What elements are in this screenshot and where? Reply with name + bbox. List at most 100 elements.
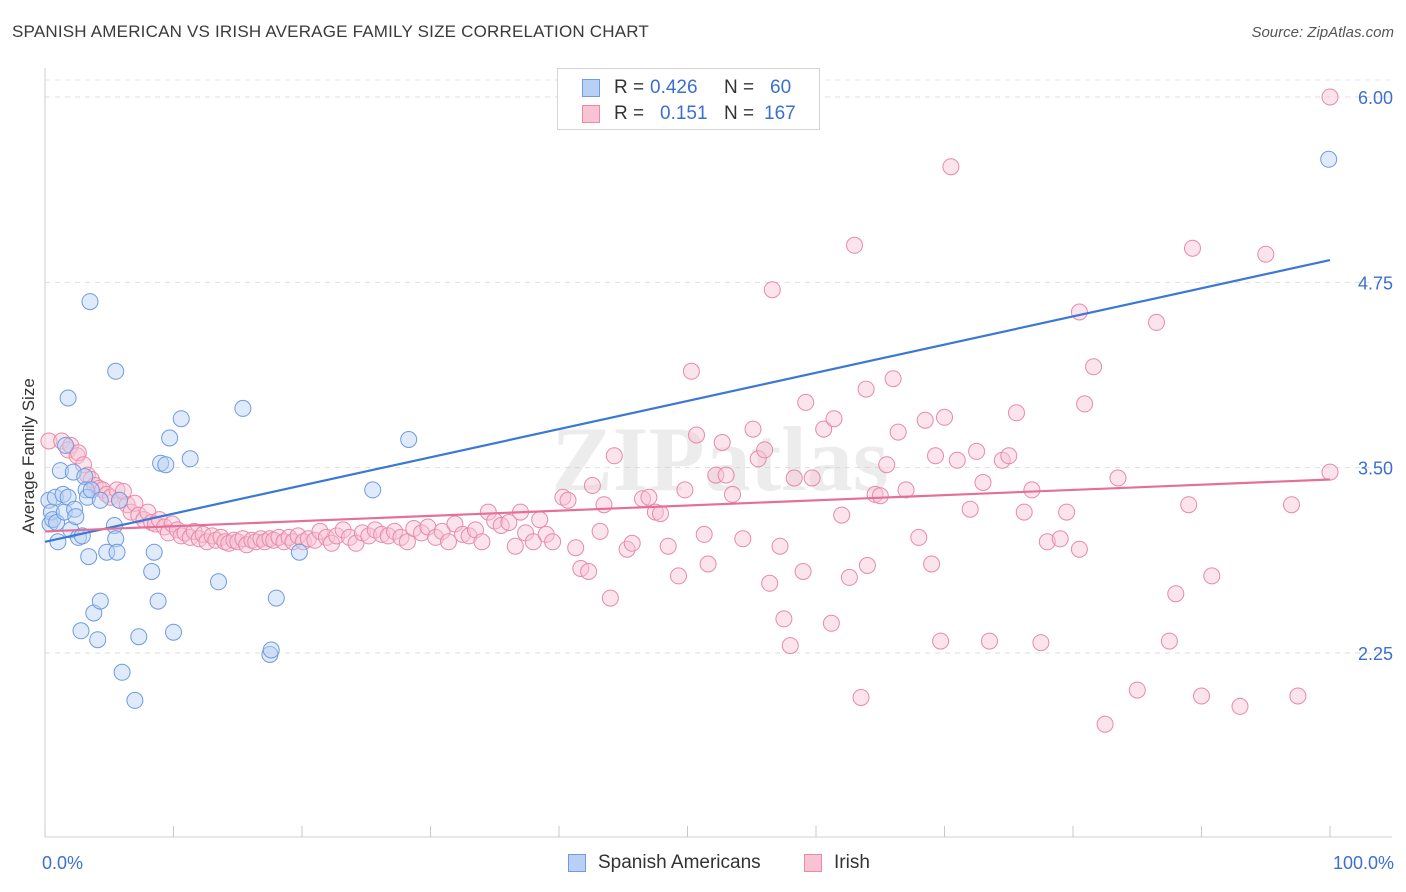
data-point (161, 429, 179, 447)
bottom-legend-swatch-spanish-americans (568, 854, 586, 872)
data-point (695, 525, 713, 543)
data-point (364, 481, 382, 499)
data-point (761, 574, 779, 592)
data-point (794, 563, 812, 580)
data-point (840, 568, 858, 586)
data-point (1160, 632, 1178, 650)
data-point (771, 537, 789, 555)
data-point (1096, 715, 1114, 733)
data-point (98, 543, 116, 561)
data-point (67, 508, 85, 526)
data-point (699, 555, 717, 573)
data-point (652, 505, 669, 523)
data-point (1231, 697, 1249, 715)
data-point (506, 537, 524, 555)
data-point (81, 293, 99, 311)
chart-title: SPANISH AMERICAN VS IRISH AVERAGE FAMILY… (12, 22, 650, 41)
data-point (531, 511, 549, 529)
data-point (1051, 530, 1069, 548)
data-point (400, 431, 418, 448)
data-point (749, 450, 767, 468)
data-point (846, 236, 863, 254)
data-point (1109, 469, 1127, 487)
data-point (114, 482, 132, 500)
data-point (580, 563, 598, 580)
data-point (360, 527, 378, 545)
data-point (1085, 358, 1103, 376)
data-point (229, 533, 247, 551)
trend-line (44, 478, 1331, 533)
legend-r-label: R = (614, 103, 645, 124)
data-point (181, 450, 199, 468)
data-point (1193, 687, 1210, 705)
data-point (1076, 395, 1094, 413)
data-point (72, 622, 90, 640)
data-point (601, 589, 619, 607)
data-point (688, 426, 705, 444)
data-point (247, 533, 265, 551)
y-tick-labels: 2.25 3.50 4.75 6.00 (1358, 88, 1393, 664)
data-point (822, 614, 840, 632)
data-point (1015, 503, 1033, 521)
data-point (108, 481, 126, 499)
legend-r-label: R = (614, 77, 645, 98)
data-point (91, 592, 109, 610)
data-point (234, 399, 252, 417)
data-point (328, 527, 346, 545)
data-point (290, 543, 308, 561)
data-point (524, 533, 542, 551)
data-point (676, 481, 694, 499)
data-point (857, 380, 875, 398)
y-tick-label: 2.25 (1358, 644, 1393, 664)
data-point (785, 469, 803, 487)
data-point (916, 411, 934, 429)
data-point (311, 522, 329, 540)
data-point (143, 563, 161, 580)
legend-n-label: N = (724, 77, 755, 98)
data-point (113, 663, 131, 681)
data-point (66, 500, 84, 518)
data-point (57, 436, 75, 454)
legend-n-label: N = (724, 103, 755, 124)
data-point (165, 623, 182, 641)
data-point (210, 573, 227, 591)
data-point (1128, 681, 1146, 699)
data-point (1000, 447, 1018, 465)
data-point (1070, 540, 1088, 558)
data-point (833, 506, 851, 524)
data-point (440, 533, 457, 551)
data-point (386, 522, 403, 540)
data-point (238, 536, 256, 554)
data-point (961, 500, 979, 518)
data-point (1184, 239, 1201, 257)
data-point (1038, 533, 1056, 551)
x-axis-max-label: 100.0% (1332, 853, 1394, 873)
data-point (1321, 463, 1339, 481)
data-point (775, 610, 793, 628)
data-point (717, 466, 735, 484)
axes (44, 68, 1392, 838)
data-point (1167, 585, 1185, 603)
data-point (884, 370, 902, 388)
data-point (591, 522, 609, 540)
bottom-legend-label: Spanish Americans (598, 852, 761, 873)
watermark: ZIPatlas (551, 408, 888, 510)
data-point (858, 557, 876, 574)
data-point (927, 447, 944, 465)
data-point (942, 158, 960, 176)
data-point (932, 632, 950, 650)
data-point (347, 534, 365, 552)
data-point (974, 474, 992, 491)
data-point (51, 462, 69, 480)
data-point (897, 481, 915, 499)
x-axis-min-label: 0.0% (42, 853, 84, 873)
data-point (910, 528, 928, 546)
data-point (1058, 503, 1076, 521)
legend-r-value: 0.151 (660, 103, 708, 124)
data-point (149, 592, 167, 610)
y-tick-label: 3.50 (1358, 459, 1393, 479)
data-point (341, 528, 358, 546)
data-point (427, 528, 445, 546)
data-point (405, 520, 423, 537)
y-tick-label: 6.00 (1358, 88, 1393, 108)
